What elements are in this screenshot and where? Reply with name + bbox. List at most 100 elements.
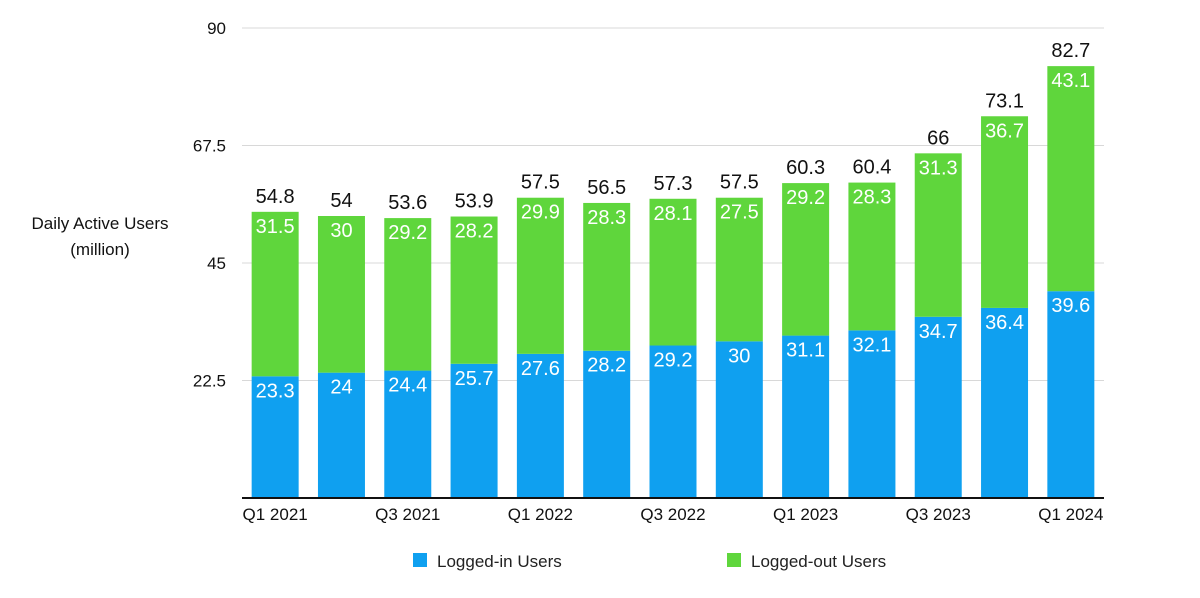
data-label-total: 66: [927, 127, 949, 149]
data-label-logged-in: 39.6: [1051, 295, 1090, 317]
bar-logged-out: [649, 198, 697, 346]
data-label-logged-in: 36.4: [985, 312, 1024, 334]
data-label-total: 73.1: [985, 90, 1024, 112]
x-axis-ticks: Q1 2021 Q3 2021 Q1 2022 Q3 2022 Q1 2023 Q3 20…: [243, 505, 1104, 524]
data-label-total: 57.5: [521, 172, 560, 194]
data-label-total: 54: [330, 190, 352, 212]
y-axis-label-line: Daily Active Users: [32, 214, 169, 233]
bar-logged-out: [384, 218, 432, 371]
data-label-logged-out: 28.1: [654, 203, 693, 225]
bar-logged-out: [516, 197, 564, 354]
bar-group: 36.4 36.7 73.1: [981, 90, 1029, 498]
data-label-logged-out: 28.3: [852, 187, 891, 209]
bars: 23.3 31.5 54.8 24 30 54 24.4 29.2 53.6 25.7 28.2 53…: [251, 40, 1095, 498]
bar-group: 29.2 28.1 57.3: [649, 173, 697, 498]
bar-logged-in: [649, 345, 697, 498]
data-label-logged-out: 43.1: [1051, 70, 1090, 92]
y-axis-label: Daily Active Users (million): [32, 214, 169, 259]
x-tick-label: Q3 2021: [375, 505, 440, 524]
data-label-logged-in: 25.7: [455, 368, 494, 390]
bar-logged-in: [450, 363, 498, 498]
bar-logged-out: [583, 202, 631, 351]
data-label-logged-in: 31.1: [786, 340, 825, 362]
data-label-total: 54.8: [256, 186, 295, 208]
bar-logged-out: [782, 183, 830, 336]
bar-group: 34.7 31.3 66: [914, 127, 962, 498]
data-label-total: 57.5: [720, 172, 759, 194]
legend-item: Logged-in Users: [413, 552, 562, 571]
bar-logged-out: [251, 211, 299, 377]
bar-logged-in: [251, 376, 299, 498]
bar-logged-out: [317, 216, 365, 373]
bar-logged-out: [914, 153, 962, 317]
bar-logged-in: [914, 316, 962, 498]
y-axis-label-line: (million): [70, 240, 130, 259]
bar-logged-in: [715, 341, 763, 498]
data-label-logged-out: 36.7: [985, 120, 1024, 142]
data-label-logged-out: 31.5: [256, 216, 295, 238]
data-label-logged-out: 27.5: [720, 202, 759, 224]
data-label-logged-in: 29.2: [654, 350, 693, 372]
x-tick-label: Q3 2023: [906, 505, 971, 524]
data-label-logged-in: 24: [330, 377, 352, 399]
data-label-total: 56.5: [587, 177, 626, 199]
bar-logged-in: [782, 335, 830, 498]
bar-group: 23.3 31.5 54.8: [251, 186, 299, 498]
bar-group: 31.1 29.2 60.3: [782, 157, 830, 498]
bar-group: 25.7 28.2 53.9: [450, 191, 498, 498]
data-label-total: 53.9: [455, 191, 494, 213]
data-label-logged-in: 32.1: [852, 334, 891, 356]
data-label-logged-out: 29.2: [786, 187, 825, 209]
y-tick-label: 90: [207, 19, 226, 38]
data-label-logged-in: 34.7: [919, 321, 958, 343]
data-label-logged-in: 30: [728, 345, 750, 367]
data-label-logged-out: 29.2: [388, 222, 427, 244]
bar-group: 39.6 43.1 82.7: [1047, 40, 1095, 498]
data-label-logged-out: 28.3: [587, 207, 626, 229]
bar-logged-in: [981, 307, 1029, 498]
legend-label: Logged-in Users: [437, 552, 562, 571]
y-tick-label: 22.5: [193, 372, 226, 391]
data-label-logged-in: 23.3: [256, 380, 295, 402]
x-tick-label: Q3 2022: [640, 505, 705, 524]
data-label-total: 60.3: [786, 157, 825, 179]
x-tick-label: Q1 2021: [243, 505, 308, 524]
data-label-logged-in: 24.4: [388, 375, 427, 397]
legend-swatch: [413, 553, 427, 567]
bar-group: 27.6 29.9 57.5: [516, 172, 564, 498]
data-label-total: 53.6: [388, 192, 427, 214]
y-axis-ticks: 22.5 45 67.5 90: [193, 19, 226, 391]
data-label-logged-out: 29.9: [521, 202, 560, 224]
data-label-logged-in: 27.6: [521, 358, 560, 380]
bar-logged-in: [1047, 291, 1095, 498]
data-label-logged-out: 30: [330, 220, 352, 242]
x-tick-label: Q1 2022: [508, 505, 573, 524]
data-label-logged-in: 28.2: [587, 355, 626, 377]
data-label-total: 60.4: [852, 157, 891, 179]
bar-group: 24.4 29.2 53.6: [384, 192, 432, 498]
bar-group: 24 30 54: [317, 190, 365, 498]
bar-group: 32.1 28.3 60.4: [848, 157, 896, 498]
bar-logged-in: [848, 330, 896, 498]
legend-label: Logged-out Users: [751, 552, 886, 571]
bar-logged-in: [583, 350, 631, 498]
x-tick-label: Q1 2024: [1038, 505, 1103, 524]
bar-logged-out: [848, 182, 896, 331]
bar-logged-in: [384, 370, 432, 498]
bar-logged-out: [1047, 66, 1095, 292]
bar-group: 28.2 28.3 56.5: [583, 177, 631, 498]
y-tick-label: 67.5: [193, 137, 226, 156]
data-label-logged-out: 31.3: [919, 157, 958, 179]
data-label-total: 57.3: [654, 173, 693, 195]
data-label-logged-out: 28.2: [455, 221, 494, 243]
bar-logged-in: [317, 372, 365, 498]
bar-group: 30 27.5 57.5: [715, 172, 763, 498]
legend-swatch: [727, 553, 741, 567]
y-tick-label: 45: [207, 254, 226, 273]
bar-logged-out: [981, 116, 1029, 308]
legend: Logged-in Users Logged-out Users: [413, 552, 886, 571]
x-tick-label: Q1 2023: [773, 505, 838, 524]
data-label-total: 82.7: [1051, 40, 1090, 62]
bar-logged-out: [450, 216, 498, 364]
